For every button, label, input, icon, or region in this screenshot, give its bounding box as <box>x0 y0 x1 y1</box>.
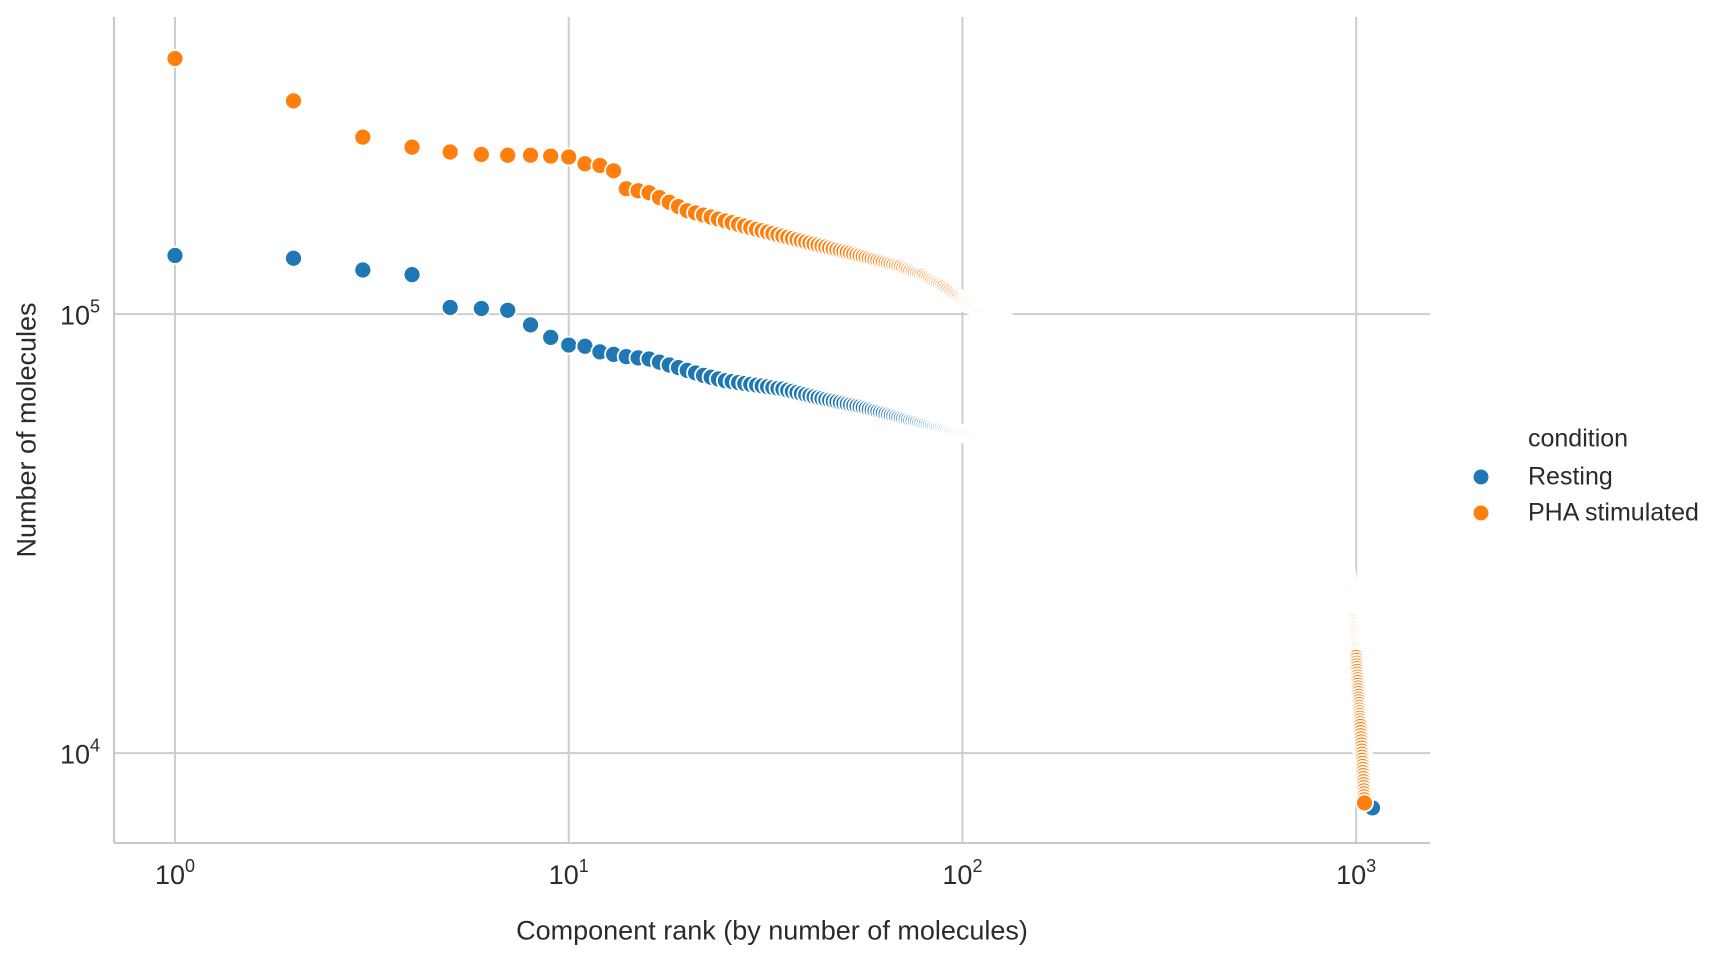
series-resting <box>165 246 1382 818</box>
data-point <box>1355 793 1374 813</box>
y-axis-title: Number of molecules <box>11 302 42 558</box>
data-point <box>165 49 185 68</box>
x-tick-label: 103 <box>1336 856 1377 890</box>
x-axis-title: Component rank (by number of molecules) <box>516 915 1028 946</box>
data-point <box>402 265 422 285</box>
data-point <box>402 137 422 157</box>
y-tick-label: 105 <box>59 296 100 331</box>
data-point <box>498 145 518 165</box>
legend-marker-resting-icon <box>1473 469 1489 485</box>
data-point <box>541 327 561 347</box>
legend-label-resting: Resting <box>1528 462 1613 491</box>
data-point <box>559 147 579 167</box>
data-point <box>471 299 491 318</box>
x-tick-label: 101 <box>548 856 589 890</box>
y-tick-label: 104 <box>59 735 100 770</box>
data-point <box>353 260 373 280</box>
legend-marker-pha-stimulated-icon <box>1473 505 1489 521</box>
data-point <box>284 91 303 111</box>
data-point <box>440 298 460 317</box>
data-point <box>541 146 561 166</box>
legend-label-pha-stimulated: PHA stimulated <box>1528 498 1699 527</box>
data-point <box>471 145 491 164</box>
data-point <box>165 246 185 265</box>
series-pha-stimulated <box>165 49 1374 813</box>
data-point <box>498 300 518 320</box>
data-point <box>521 145 540 165</box>
data-point <box>440 142 460 162</box>
data-point <box>284 248 303 268</box>
data-point <box>559 335 579 355</box>
data-point <box>604 161 623 181</box>
x-tick-label: 102 <box>942 856 983 890</box>
x-tick-label: 100 <box>154 856 196 890</box>
data-point <box>521 315 540 335</box>
legend-title: condition <box>1528 424 1629 453</box>
data-point <box>353 127 373 147</box>
